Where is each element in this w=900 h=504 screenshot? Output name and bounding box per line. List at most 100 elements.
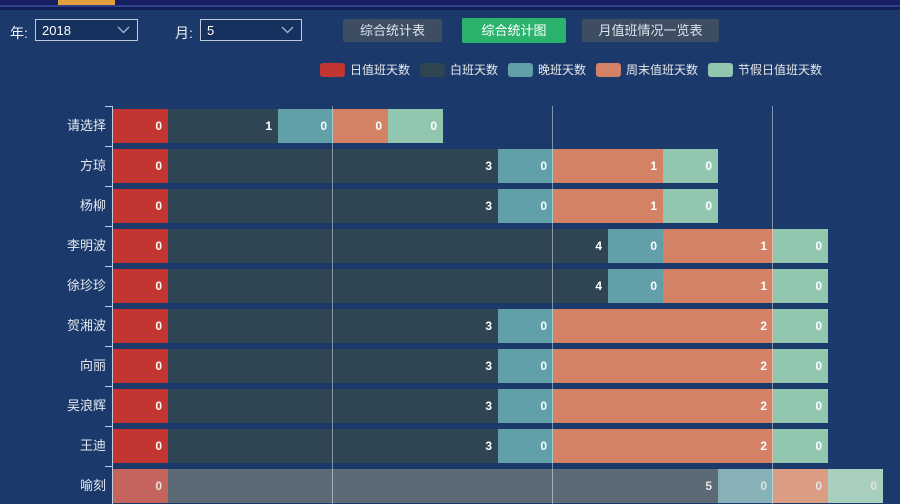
bar-segment-日值班天数[interactable]: 0 [113, 349, 168, 383]
bar-segment-白班天数[interactable]: 4 [168, 229, 608, 263]
month-label: 月: [175, 25, 193, 41]
legend-item[interactable]: 日值班天数 [319, 61, 410, 78]
bar-segment-日值班天数[interactable]: 0 [113, 149, 168, 183]
bar-segment-节假日值班天数[interactable]: 0 [773, 269, 828, 303]
bar-segment-周末值班天数[interactable]: 1 [663, 269, 773, 303]
bar-segment-节假日值班天数[interactable]: 0 [663, 149, 718, 183]
top-strip [0, 0, 900, 10]
bar-segment-节假日值班天数[interactable]: 0 [773, 349, 828, 383]
bar-segment-节假日值班天数[interactable]: 0 [828, 469, 883, 503]
bar-segment-节假日值班天数[interactable]: 0 [773, 389, 828, 423]
bar-segment-节假日值班天数[interactable]: 0 [773, 429, 828, 463]
y-axis-category-label: 徐珍珍 [66, 278, 106, 293]
monthly-duty-overview-button[interactable]: 月值班情况一览表 [582, 19, 719, 42]
y-axis-category-label: 吴浪辉 [66, 398, 106, 413]
bar-segment-白班天数[interactable]: 5 [168, 469, 718, 503]
bar-segment-周末值班天数[interactable]: 1 [663, 229, 773, 263]
bar-segment-日值班天数[interactable]: 0 [113, 109, 168, 143]
bar-segment-晚班天数[interactable]: 0 [498, 149, 553, 183]
bar-segment-节假日值班天数[interactable]: 0 [663, 189, 718, 223]
bar-segment-周末值班天数[interactable]: 0 [333, 109, 388, 143]
bar-segment-白班天数[interactable]: 3 [168, 389, 498, 423]
y-axis-tick [105, 106, 112, 107]
chart-legend: 日值班天数 白班天数 晚班天数 周末值班天数 节假日值班天数 [319, 61, 822, 78]
bar-segment-白班天数[interactable]: 4 [168, 269, 608, 303]
x-gridline [552, 106, 553, 504]
top-accent-bar [58, 0, 115, 5]
y-axis-tick [105, 266, 112, 267]
bar-segment-周末值班天数[interactable]: 2 [553, 309, 773, 343]
bar-segment-晚班天数[interactable]: 0 [498, 309, 553, 343]
legend-item[interactable]: 周末值班天数 [596, 61, 698, 78]
bar-segment-日值班天数[interactable]: 0 [113, 229, 168, 263]
bar-segment-周末值班天数[interactable]: 2 [553, 349, 773, 383]
legend-swatch [596, 62, 622, 77]
bar-segment-晚班天数[interactable]: 0 [498, 349, 553, 383]
chevron-down-icon [117, 26, 130, 34]
legend-label: 节假日值班天数 [738, 63, 823, 77]
bar-segment-节假日值班天数[interactable]: 0 [773, 229, 828, 263]
y-axis-tick [105, 346, 112, 347]
y-axis-category-label: 请选择 [66, 118, 106, 133]
bar-segment-晚班天数[interactable]: 0 [498, 429, 553, 463]
bar-segment-白班天数[interactable]: 3 [168, 149, 498, 183]
legend-label: 日值班天数 [349, 63, 410, 77]
bar-segment-日值班天数[interactable]: 0 [113, 389, 168, 423]
x-gridline [772, 106, 773, 504]
y-axis-line [112, 106, 113, 504]
y-axis-tick [105, 386, 112, 387]
y-axis-category-label: 喻刻 [79, 478, 106, 493]
month-select-value: 5 [207, 22, 215, 38]
bar-segment-节假日值班天数[interactable]: 0 [773, 309, 828, 343]
bar-segment-晚班天数[interactable]: 0 [718, 469, 773, 503]
bar-segment-节假日值班天数[interactable]: 0 [388, 109, 443, 143]
y-axis-category-label: 贺湘波 [66, 318, 106, 333]
y-axis-tick [105, 226, 112, 227]
bar-segment-周末值班天数[interactable]: 0 [773, 469, 828, 503]
y-axis-tick [105, 146, 112, 147]
year-select[interactable]: 2018 [35, 19, 138, 41]
bar-segment-日值班天数[interactable]: 0 [113, 189, 168, 223]
bar-segment-周末值班天数[interactable]: 1 [553, 189, 663, 223]
bar-segment-周末值班天数[interactable]: 2 [553, 389, 773, 423]
bar-segment-周末值班天数[interactable]: 2 [553, 429, 773, 463]
bar-segment-晚班天数[interactable]: 0 [498, 389, 553, 423]
bar-segment-晚班天数[interactable]: 0 [278, 109, 333, 143]
y-axis-category-label: 李明波 [66, 238, 106, 253]
bar-segment-白班天数[interactable]: 3 [168, 189, 498, 223]
legend-item[interactable]: 晚班天数 [507, 61, 586, 78]
y-axis-tick [105, 426, 112, 427]
summary-chart-button[interactable]: 综合统计图 [462, 18, 566, 43]
month-select[interactable]: 5 [200, 19, 302, 41]
bar-segment-日值班天数[interactable]: 0 [113, 309, 168, 343]
y-axis-category-label: 向丽 [79, 358, 106, 373]
legend-swatch [319, 62, 345, 77]
bar-segment-日值班天数[interactable]: 0 [113, 269, 168, 303]
bar-segment-晚班天数[interactable]: 0 [608, 269, 663, 303]
y-axis-category-label: 王迪 [79, 438, 106, 453]
bar-segment-日值班天数[interactable]: 0 [113, 429, 168, 463]
year-select-value: 2018 [42, 22, 71, 38]
x-gridline [332, 106, 333, 504]
bar-segment-晚班天数[interactable]: 0 [498, 189, 553, 223]
bar-segment-白班天数[interactable]: 3 [168, 349, 498, 383]
bar-segment-白班天数[interactable]: 3 [168, 429, 498, 463]
bar-segment-白班天数[interactable]: 1 [168, 109, 278, 143]
legend-item[interactable]: 白班天数 [419, 61, 498, 78]
chevron-down-icon [281, 26, 294, 34]
bar-segment-周末值班天数[interactable]: 1 [553, 149, 663, 183]
bar-segment-白班天数[interactable]: 3 [168, 309, 498, 343]
bar-segment-晚班天数[interactable]: 0 [608, 229, 663, 263]
legend-item[interactable]: 节假日值班天数 [708, 61, 822, 78]
summary-table-button[interactable]: 综合统计表 [343, 19, 442, 42]
legend-swatch [507, 62, 533, 77]
bar-segment-日值班天数[interactable]: 0 [113, 469, 168, 503]
legend-label: 周末值班天数 [626, 63, 699, 77]
